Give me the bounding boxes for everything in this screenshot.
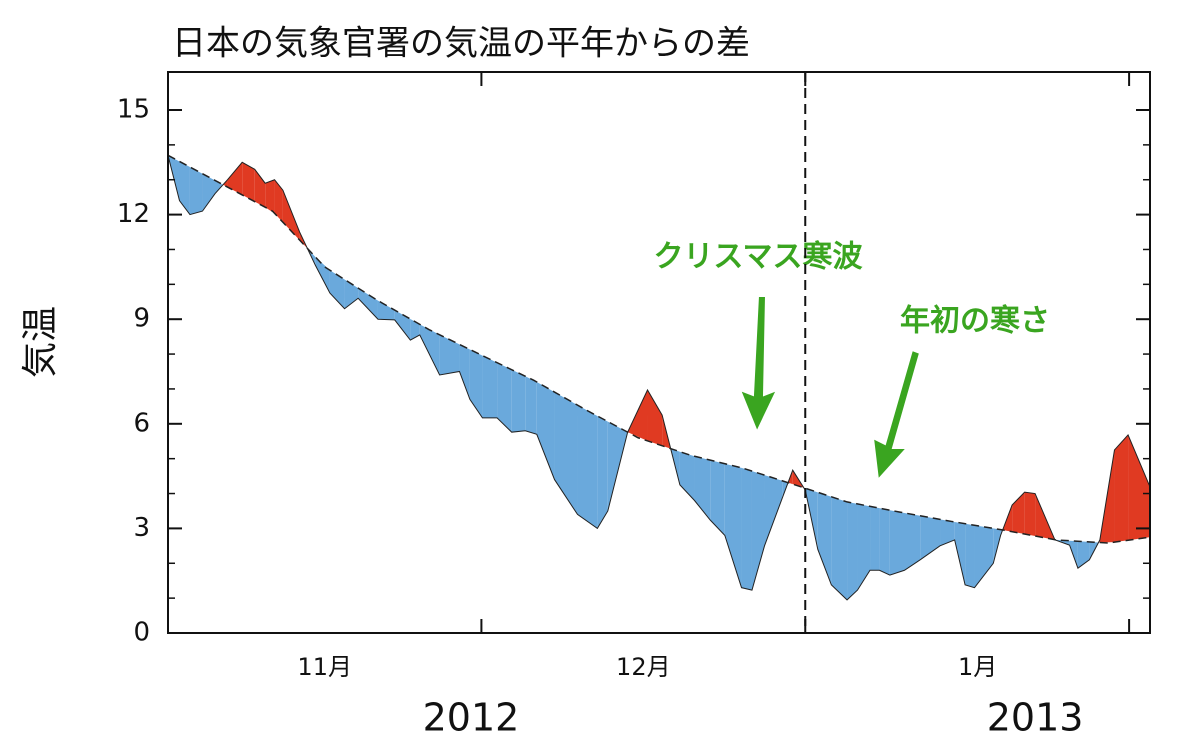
arrow [871, 348, 922, 483]
anomaly-fill [940, 519, 955, 546]
anomaly-fill [179, 161, 190, 215]
anomaly-fill [751, 471, 765, 591]
year-label: 2013 [987, 696, 1084, 740]
anomaly-fill [889, 510, 905, 576]
anomaly-fill [202, 173, 216, 212]
anomaly-fill [536, 381, 555, 480]
anomaly-fill [242, 162, 255, 202]
anomaly-fill [879, 508, 890, 576]
anomaly-fill [647, 389, 663, 446]
anomaly-fill [459, 344, 470, 400]
x-tick-label: 11月 [297, 653, 352, 681]
anomaly-fill [627, 389, 648, 441]
anomaly-fill [694, 456, 711, 521]
anomaly-fill [439, 334, 460, 375]
y-tick-label: 12 [117, 199, 150, 229]
y-tick-label: 15 [117, 95, 150, 125]
year-label: 2012 [423, 696, 520, 740]
anomaly-fill [482, 355, 498, 418]
temperature-line [167, 155, 1151, 601]
anomaly-fill [344, 279, 359, 309]
anomaly-fill [497, 362, 512, 433]
anomaly-fill [315, 256, 330, 294]
annotation-arrows [738, 295, 922, 483]
y-tick-label: 9 [133, 304, 150, 334]
arrow [738, 295, 779, 435]
anomaly-fill [1024, 492, 1036, 537]
annotation: 年初の寒さ [900, 304, 1050, 339]
anomaly-fill [1128, 434, 1150, 541]
anomaly-fill [857, 503, 871, 591]
x-tick-label: 12月 [616, 653, 671, 681]
anomaly-fill [358, 288, 378, 320]
plot-frame [167, 71, 1151, 634]
anomaly-fill [710, 460, 725, 536]
anomaly-fill [724, 463, 742, 588]
anomaly-fill [741, 467, 752, 591]
anomaly-fill [974, 525, 994, 588]
chart-title: 日本の気象官署の気温の平年からの差 [172, 24, 750, 64]
anomaly-fill [1114, 434, 1129, 543]
anomaly-fill [511, 369, 526, 433]
anomaly-fill [1012, 492, 1025, 535]
anomaly-fill [597, 415, 608, 529]
x-tick-label: 1月 [958, 653, 997, 681]
anomaly-fill [577, 405, 598, 529]
anomaly-fill [329, 270, 345, 309]
anomaly-fill [817, 492, 832, 585]
anomaly-fill [870, 506, 880, 571]
anomaly-fill [215, 180, 224, 194]
anomaly-fill [410, 318, 420, 341]
anomaly-fill [265, 179, 275, 214]
anomaly-fill [554, 392, 578, 515]
annotation: クリスマス寒波 [653, 240, 863, 275]
anomaly-fill [607, 421, 628, 511]
anomaly-fill [954, 521, 966, 585]
y-tick-label: 0 [133, 618, 150, 648]
normal-line [167, 154, 1151, 544]
y-axis-label: 気温 [20, 306, 61, 378]
anomaly-fill [274, 179, 283, 223]
anomaly-fill [282, 190, 300, 241]
anomaly-fill [189, 167, 203, 215]
anomaly-fill [831, 496, 848, 600]
anomaly-fill [764, 475, 783, 546]
anomaly-fill [904, 512, 921, 571]
anomaly-fill [847, 501, 858, 600]
plot-area [167, 154, 1151, 601]
y-tick-label: 3 [133, 513, 150, 543]
anomaly-fill [419, 324, 440, 375]
anomaly-fill [965, 523, 975, 588]
y-tick-label: 6 [133, 408, 150, 438]
anomaly-fill [377, 300, 395, 320]
anomaly-fill [254, 169, 266, 208]
anomaly-fill [469, 349, 483, 418]
anomaly-fill [227, 162, 243, 195]
anomaly-fill [525, 376, 537, 435]
